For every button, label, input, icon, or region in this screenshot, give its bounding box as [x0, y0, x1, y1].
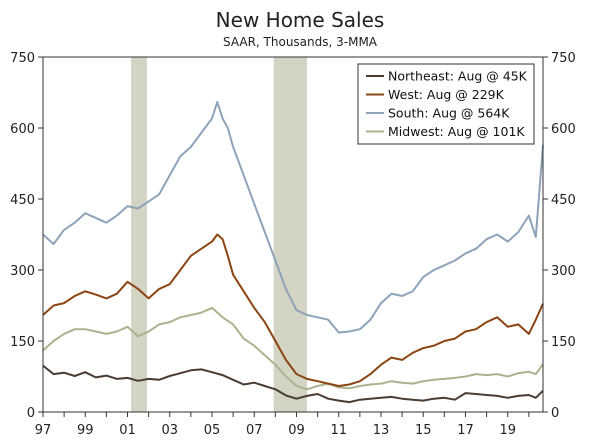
legend-box	[357, 63, 535, 145]
recession-band-1	[273, 57, 308, 412]
y-tick-label-left: 300	[10, 264, 35, 279]
x-tick-label: 19	[499, 423, 516, 438]
y-tick-label-left: 600	[10, 122, 35, 137]
series-line-south	[42, 101, 544, 334]
series-lines	[42, 101, 544, 404]
x-axis: 97 99 01 03 05 07 09 11 13 15 17 19	[35, 412, 530, 438]
x-tick-label: 07	[246, 423, 263, 438]
y-axis-left: 0 150 300 450 600 750	[10, 51, 43, 421]
y-tick-label-right: 300	[551, 264, 576, 279]
x-tick-label: 09	[288, 423, 305, 438]
x-tick-label: 03	[161, 423, 178, 438]
y-tick-label-right: 150	[551, 335, 576, 350]
legend-label-west: West: Aug @ 229K	[388, 87, 505, 102]
legend-label-northeast: Northeast: Aug @ 45K	[388, 69, 528, 84]
x-tick-label: 13	[373, 423, 390, 438]
series-line-west	[42, 233, 544, 387]
chart-title: New Home Sales	[216, 8, 385, 32]
y-tick-label-left: 150	[10, 335, 35, 350]
y-tick-label-right: 600	[551, 122, 576, 137]
legend-label-south: South: Aug @ 564K	[388, 106, 510, 121]
x-tick-label: 11	[330, 423, 347, 438]
y-tick-label-right: 450	[551, 193, 576, 208]
recession-bands	[131, 57, 308, 412]
chart-subtitle: SAAR, Thousands, 3-MMA	[223, 35, 378, 49]
x-tick-label: 97	[35, 423, 52, 438]
y-tick-label-right: 750	[551, 51, 576, 66]
x-tick-label: 99	[77, 423, 94, 438]
y-tick-label-left: 750	[10, 51, 35, 66]
y-axis-right: 0 150 300 450 600 750	[543, 51, 576, 421]
y-tick-label-left: 0	[27, 406, 35, 421]
plot-frame	[42, 56, 544, 413]
y-tick-label-left: 450	[10, 193, 35, 208]
x-tick-label: 05	[204, 423, 221, 438]
legend-label-midwest: Midwest: Aug @ 101K	[388, 124, 525, 139]
x-tick-label: 01	[119, 423, 136, 438]
legend: Northeast: Aug @ 45K West: Aug @ 229K Sout…	[357, 63, 535, 145]
y-tick-label-right: 0	[551, 406, 559, 421]
recession-band-0	[131, 57, 147, 412]
series-line-northeast	[42, 364, 544, 404]
x-tick-label: 17	[457, 423, 474, 438]
x-tick-label: 15	[415, 423, 432, 438]
series-line-midwest	[42, 306, 544, 391]
